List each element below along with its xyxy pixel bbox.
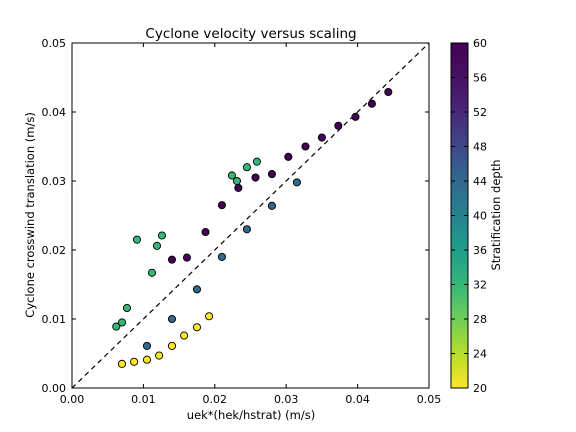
data-point [242, 163, 251, 172]
data-point [117, 359, 127, 368]
colorbar-tick-label: 32 [473, 279, 487, 292]
data-point [152, 241, 162, 250]
colorbar-tick-label: 60 [473, 37, 487, 50]
data-point [284, 152, 293, 161]
colorbar-tick-label: 20 [473, 382, 487, 395]
data-point [251, 173, 260, 182]
x-axis-label: uek*(hek/hstrat) (m/s) [187, 408, 315, 422]
colorbar-tick-label: 28 [473, 313, 487, 326]
data-point [167, 255, 177, 264]
data-point [192, 285, 201, 294]
data-point [147, 268, 157, 277]
data-point [292, 178, 301, 187]
data-point [167, 341, 177, 350]
data-point [351, 112, 360, 121]
data-point [117, 318, 127, 327]
data-point [142, 341, 152, 350]
data-point [112, 322, 121, 331]
y-tick-label: 0.00 [42, 382, 67, 395]
data-point [180, 331, 189, 340]
colorbar-tick-label: 40 [473, 210, 487, 223]
data-point [142, 355, 152, 364]
data-point [155, 351, 164, 360]
data-point [317, 133, 326, 142]
x-axis: 0.00 0.01 0.02 0.03 0.04 0.05 [60, 43, 442, 406]
data-point [227, 171, 236, 180]
data-point [122, 303, 132, 313]
x-tick-label: 0.04 [345, 393, 370, 406]
data-point [384, 87, 393, 97]
x-tick-label: 0.05 [417, 393, 442, 406]
data-point [267, 170, 276, 179]
y-tick-label: 0.03 [42, 175, 67, 188]
colorbar-tick-label: 44 [473, 175, 487, 188]
x-tick-label: 0.02 [203, 393, 228, 406]
chart-title: Cyclone velocity versus scaling [145, 26, 356, 42]
data-point [234, 183, 243, 192]
data-point [167, 314, 177, 324]
y-axis: 0.00 0.01 0.02 0.03 0.04 0.05 [42, 37, 429, 395]
data-point [334, 121, 343, 130]
colorbar-label: Stratification depth [489, 159, 503, 270]
colorbar-ticks: 20 24 28 32 36 40 44 48 52 56 60 [451, 37, 487, 395]
data-point [367, 99, 376, 108]
data-point [192, 323, 201, 332]
colorbar-tick-label: 56 [473, 72, 487, 85]
y-axis-label: Cyclone crosswind translation (m/s) [23, 112, 37, 318]
y-tick-label: 0.01 [42, 313, 67, 326]
colorbar-tick-label: 24 [473, 348, 487, 361]
data-point [232, 176, 241, 186]
data-point [130, 357, 139, 366]
colorbar-tick-label: 36 [473, 244, 487, 257]
data-point [217, 201, 226, 210]
data-point [217, 252, 226, 261]
data-point [301, 142, 310, 151]
data-point [201, 228, 210, 237]
data-point [205, 312, 214, 321]
data-point [252, 157, 261, 166]
colorbar-tick-label: 52 [473, 106, 487, 119]
data-point [182, 253, 192, 262]
y-tick-label: 0.02 [42, 244, 67, 257]
data-point [157, 231, 167, 240]
data-point [242, 225, 251, 234]
x-tick-label: 0.00 [60, 393, 85, 406]
data-point [132, 235, 142, 244]
data-points [112, 87, 393, 368]
x-tick-label: 0.03 [274, 393, 299, 406]
colorbar-tick-label: 48 [473, 141, 487, 154]
data-point [267, 201, 276, 210]
y-tick-label: 0.05 [42, 37, 67, 50]
y-tick-label: 0.04 [42, 106, 67, 119]
reference-diagonal-line [71, 42, 430, 389]
x-tick-label: 0.01 [131, 393, 156, 406]
